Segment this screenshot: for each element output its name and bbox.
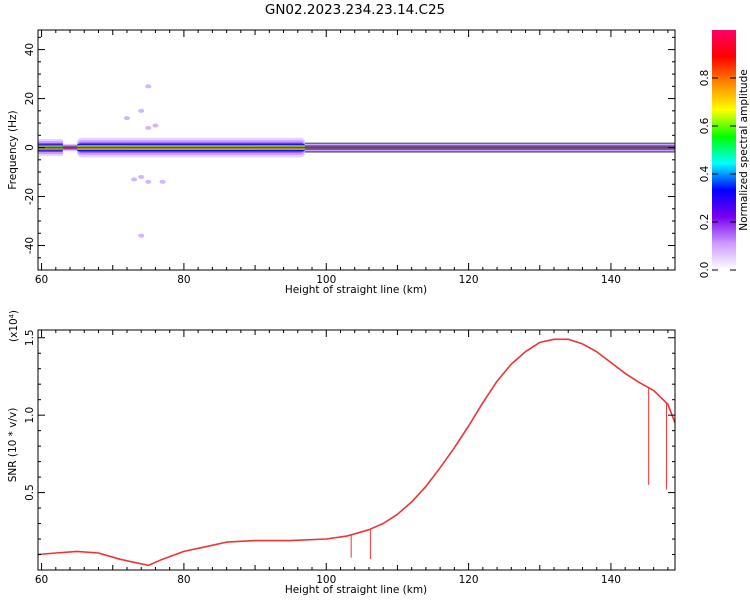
spectrogram-scatter-point xyxy=(145,84,152,89)
figure-title: GN02.2023.234.23.14.C25 xyxy=(265,2,445,18)
spectrogram-xtick-label: 100 xyxy=(316,274,336,286)
snr-xtick-label: 60 xyxy=(35,574,48,586)
snr-xtick-label: 120 xyxy=(459,574,479,586)
colorbar-tick-label: 0.2 xyxy=(699,214,711,231)
spectrogram-scatter-point xyxy=(138,174,145,179)
snr-ylabel: SNR (10 * v/v) xyxy=(7,408,19,483)
snr-xlabel: Height of straight line (km) xyxy=(285,584,427,596)
spectrogram-ytick-label: -20 xyxy=(24,188,36,205)
snr-frame xyxy=(37,329,676,571)
spectrogram-content xyxy=(38,84,675,238)
colorbar-scale xyxy=(712,30,736,270)
spectrogram-scatter-point xyxy=(131,177,138,182)
spectrogram-panel: 60 80 100 120 140 -40 -20 0 20 40 Height of strai… xyxy=(7,29,676,296)
spectrogram-xtick-label: 120 xyxy=(459,274,479,286)
spectrogram-xtick-label: 60 xyxy=(35,274,48,286)
spectrogram-ylabel: Frequency (Hz) xyxy=(7,110,19,189)
snr-ticks: 60 80 100 120 140 0.5 1.0 1.5 xyxy=(24,329,675,586)
snr-xtick-label: 140 xyxy=(601,574,621,586)
colorbar-tick-label: 0.8 xyxy=(699,70,711,87)
snr-ytick-label: 1.5 xyxy=(24,329,36,346)
snr-series-line xyxy=(37,338,676,567)
spectrogram-xtick-label: 140 xyxy=(601,274,621,286)
spectrogram-xtick-label: 80 xyxy=(177,274,190,286)
spectrogram-ticks: 60 80 100 120 140 -40 -20 0 20 40 xyxy=(24,30,675,286)
spectrogram-ytick-label: -40 xyxy=(24,237,36,254)
spectrogram-scatter-point xyxy=(159,179,166,184)
spectrogram-ytick-label: 20 xyxy=(24,92,36,105)
spectrogram-ytick-label: 40 xyxy=(24,43,36,56)
spectrogram-scatter-point xyxy=(123,116,130,121)
spectrogram-scatter-point xyxy=(138,233,145,238)
snr-panel: 60 80 100 120 140 0.5 1.0 1.5 Height of straigh… xyxy=(7,310,676,596)
spectrogram-xlabel: Height of straight line (km) xyxy=(285,284,427,296)
spectrogram-scatter-point xyxy=(152,123,159,128)
spectrogram-scatter-point xyxy=(145,179,152,184)
colorbar-tick-label: 0.0 xyxy=(699,262,711,279)
colorbar-tick-label: 0.6 xyxy=(699,117,711,134)
spectrogram-ytick-label: 0 xyxy=(24,144,36,151)
snr-background xyxy=(38,330,675,570)
snr-xtick-label: 100 xyxy=(316,574,336,586)
spectrogram-scatter-point xyxy=(138,108,145,113)
snr-content xyxy=(37,338,676,567)
spectrogram-frame xyxy=(37,29,676,271)
colorbar-ticks: 0.0 0.2 0.4 0.6 0.8 xyxy=(699,70,736,279)
snr-ytick-label: 0.5 xyxy=(24,484,36,501)
snr-xtick-label: 80 xyxy=(177,574,190,586)
snr-ytick-label: 1.0 xyxy=(24,407,36,424)
colorbar-label: Normalized spectral amplitude xyxy=(738,69,750,230)
snr-exponent-label: (x10⁴) xyxy=(8,310,20,342)
spectrogram-scatter-point xyxy=(145,125,152,130)
colorbar: 0.0 0.2 0.4 0.6 0.8 Normalized spectral ampl… xyxy=(699,30,750,278)
colorbar-tick-label: 0.4 xyxy=(699,165,711,182)
